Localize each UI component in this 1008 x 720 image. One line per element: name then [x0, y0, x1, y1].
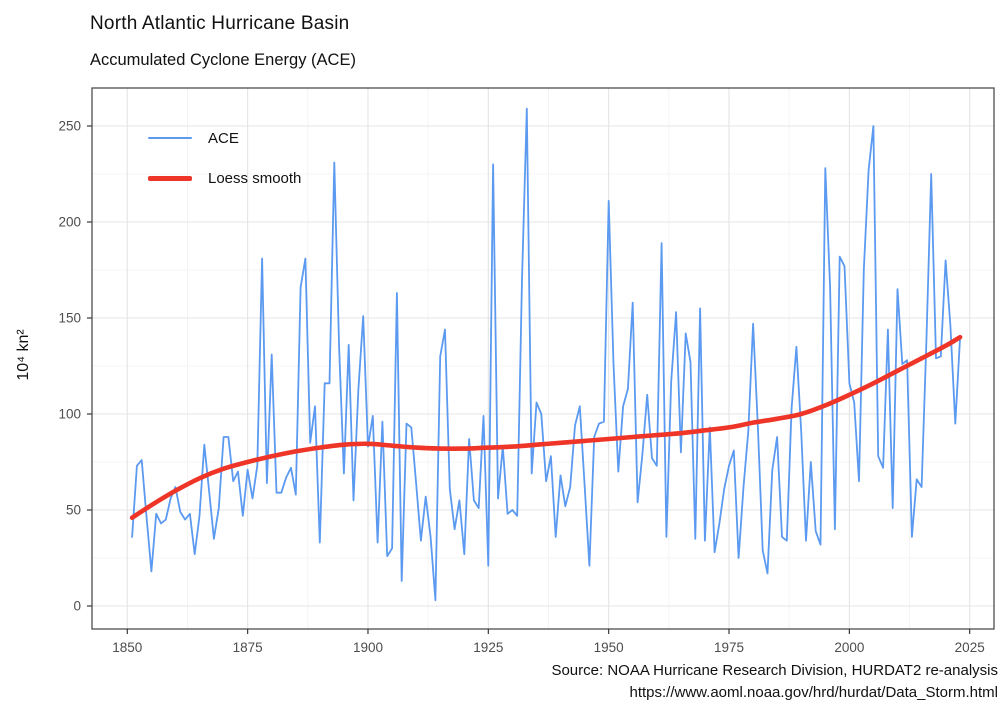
legend-item-loess: Loess smooth — [148, 158, 301, 198]
caption-source-line: Source: NOAA Hurricane Research Division… — [551, 662, 998, 679]
source-caption: Source: NOAA Hurricane Research Division… — [551, 660, 998, 704]
loess-line-key-icon — [148, 175, 192, 181]
x-tick-label: 1925 — [473, 640, 503, 655]
x-tick-label: 1900 — [353, 640, 383, 655]
page-title: North Atlantic Hurricane Basin — [90, 13, 350, 34]
legend-item-ace: ACE — [148, 118, 301, 158]
panel-background — [92, 88, 994, 629]
x-tick-label: 1850 — [112, 640, 142, 655]
panel-border — [91, 87, 995, 630]
ace-line-key-icon — [148, 136, 192, 140]
x-tick-label: 2025 — [955, 640, 985, 655]
y-tick-label: 50 — [66, 503, 81, 518]
y-tick-label: 200 — [58, 215, 81, 230]
x-tick-label: 1975 — [714, 640, 744, 655]
y-tick-label: 0 — [73, 599, 81, 614]
legend: ACE Loess smooth — [148, 118, 301, 198]
legend-label-loess: Loess smooth — [208, 169, 302, 187]
y-tick-label: 100 — [58, 407, 81, 422]
loess-line — [129, 334, 963, 520]
y-tick-label: 150 — [58, 311, 81, 326]
x-tick-label: 2000 — [834, 640, 864, 655]
ace-line — [131, 107, 961, 602]
y-tick-label: 250 — [58, 119, 81, 134]
x-tick-label: 1950 — [594, 640, 624, 655]
y-axis-title: 10⁴ kn² — [15, 329, 32, 381]
caption-url-line: https://www.aoml.noaa.gov/hrd/hurdat/Dat… — [629, 684, 998, 701]
page-subtitle: Accumulated Cyclone Energy (ACE) — [90, 51, 356, 69]
legend-label-ace: ACE — [208, 129, 239, 147]
x-tick-label: 1875 — [233, 640, 263, 655]
